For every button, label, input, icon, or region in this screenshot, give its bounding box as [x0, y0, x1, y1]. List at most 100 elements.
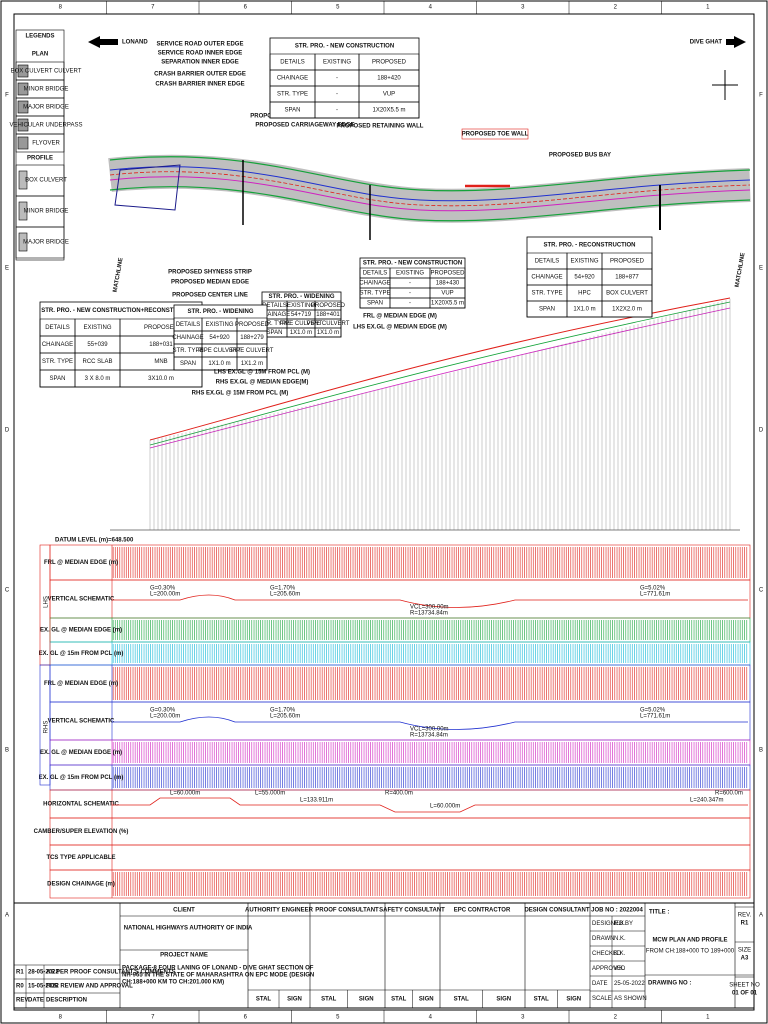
block-heading: AUTHORITY ENGINEER [245, 908, 314, 914]
grid-column-label: 5 [336, 5, 340, 11]
band-row-label: FRL @ MEDIAN EDGE (m) [44, 560, 118, 566]
table-text: 188+420 [377, 76, 401, 82]
direction-arrow [726, 36, 746, 48]
grid-row-label: E [759, 266, 763, 272]
sign-label: SIGN [287, 997, 302, 1003]
schematic-label: L=133.911m [300, 798, 333, 804]
legend-item: BOX CULVERT CULVERT [11, 69, 82, 75]
signoff-label: DATE [592, 981, 608, 987]
schematic-label: G=1.70% [270, 708, 296, 714]
band-hatch [112, 742, 748, 763]
band-row-label: EX. GL @ MEDIAN EDGE (m) [40, 628, 122, 634]
road-edge [109, 186, 751, 222]
meta-value: R1 [741, 921, 749, 927]
direction-label: LONAND [122, 40, 148, 46]
grid-row-label: A [759, 913, 763, 919]
grid-row-label: D [759, 428, 764, 434]
block-heading: CLIENT [173, 908, 195, 914]
legend-item: MAJOR BRIDGE [23, 105, 69, 111]
table-text: STR. TYPE [42, 359, 73, 365]
band-row-label: CAMBER/SUPER ELEVATION (%) [34, 829, 129, 835]
table-text: - [336, 76, 338, 82]
signoff-label: DESIGNED BY [592, 921, 633, 927]
table-title: STR. PRO. - NEW CONSTRUCTION+RECONSTRUCT… [41, 308, 201, 314]
band-hatch [112, 644, 748, 663]
direction-label: DIVE GHAT [690, 40, 723, 46]
drawing-title: MCW PLAN AND PROFILE [652, 938, 727, 944]
table-text: PROPOSED [144, 325, 179, 331]
revision-text: DESCRIPTION [46, 998, 87, 1004]
profile-view [110, 297, 740, 531]
table-text: 188+877 [615, 275, 639, 281]
side-box [39, 664, 51, 786]
table-text: DETAILS [262, 303, 287, 309]
schematic-label: G=5.02% [640, 586, 666, 592]
table-text: EXISTING [570, 259, 598, 265]
legend-heading: PROFILE [27, 156, 53, 162]
band-row [49, 869, 751, 899]
profile-label: LHS EX.GL @ 15M FROM PCL (M) [214, 370, 310, 376]
grid-row-label: B [5, 748, 9, 754]
schematic-label: G=1.70% [270, 586, 296, 592]
table-text: PIPE CULVERT [198, 348, 241, 354]
sign-label: STAL [454, 997, 470, 1003]
north-arrow [712, 70, 738, 100]
schematic-label: G=5.02% [640, 708, 666, 714]
plan-label: PROPOSED MEDIAN EDGE [171, 280, 249, 286]
schematic-label: R=600.0m [715, 791, 743, 797]
table-title: STR. PRO. - WIDENING [269, 294, 335, 300]
block-heading: SAFETY CONSULTANT [379, 908, 445, 914]
direction-arrow [88, 36, 118, 48]
legend-symbol [17, 82, 29, 96]
table-text: SPAN [367, 301, 383, 307]
table-text: STR. TYPE [277, 92, 308, 98]
table-text: CHAINAGE [531, 275, 562, 281]
grid-column-label: 6 [244, 5, 248, 11]
center-line [109, 171, 751, 207]
vertical-schematic [112, 594, 748, 608]
table-text: 1X1.0 m [290, 330, 312, 336]
sign-label: STAL [321, 997, 337, 1003]
band-hatch [112, 872, 748, 896]
table-text: 1X20X5.5 m [372, 108, 405, 114]
revision-text: R0 [16, 984, 24, 990]
grid-column-label: 5 [336, 1015, 340, 1021]
grid-row-label: E [5, 266, 9, 272]
drawing-no: DRAWING NO : [648, 981, 691, 987]
bridge-hatch [114, 164, 181, 211]
legend-symbol [17, 136, 29, 150]
project-line: NH-965 IN THE STATE OF MAHARASHTRA ON EP… [122, 973, 314, 979]
table-text: 188+430 [436, 281, 460, 287]
grid-column-label: 4 [429, 5, 433, 11]
meta-label: REV. [738, 913, 752, 919]
revision-text: FOR REVIEW AND APPROVAL [46, 984, 133, 990]
client-name: NATIONAL HIGHWAYS AUTHORITY OF INDIA [124, 926, 253, 932]
table-text: DETAILS [45, 325, 70, 331]
signoff-value: K.K. [614, 951, 626, 957]
grid-column-label: 1 [706, 1015, 710, 1021]
table-text: PROPOSED [311, 303, 346, 309]
band-row-label: VERTICAL SCHEMATIC [48, 719, 115, 725]
table-text: 1X2X2.0 m [612, 307, 642, 313]
grid-row-label: F [5, 93, 9, 99]
table-text: EXISTING [205, 322, 233, 328]
table-text: 1X1.0 m [317, 330, 339, 336]
band-row-label: TCS TYPE APPLICABLE [46, 855, 115, 861]
table-text: 188+279 [240, 335, 264, 341]
grid-row-label: A [5, 913, 9, 919]
table-text: MNB [154, 359, 167, 365]
meta-value: 01 OF 01 [732, 991, 758, 997]
revision-text: REV. [16, 998, 30, 1004]
table-text: STR. TYPE [259, 321, 290, 327]
structure-table [526, 236, 653, 318]
project-line: CH:188+000 KM TO CH:201.000 KM) [122, 980, 224, 986]
band-row [49, 844, 751, 871]
grid-row-label: B [759, 748, 763, 754]
title-block [13, 902, 755, 1009]
plan-label: MATCHLINE [735, 252, 747, 287]
plan-label: PROPOSED BUS BAY [549, 153, 611, 159]
table-text: - [409, 301, 411, 307]
project-line: PACKAGE-8 FOUR LANING OF LONAND - DIVE G… [122, 966, 314, 972]
table-text: PROPOSED [610, 259, 645, 265]
band-row-label: HORIZONTAL SCHEMATIC [43, 802, 119, 808]
